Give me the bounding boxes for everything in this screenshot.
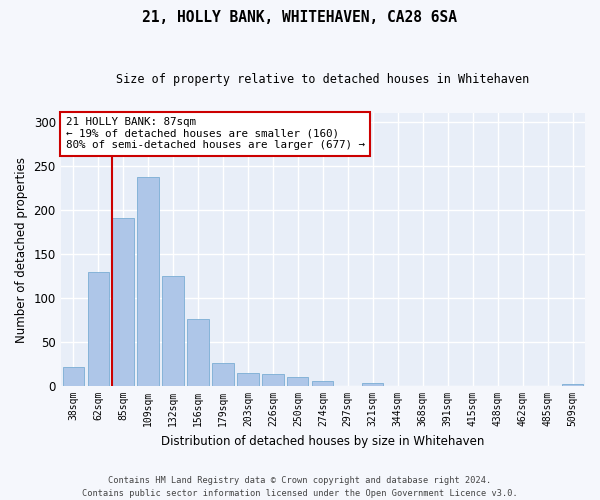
- Title: Size of property relative to detached houses in Whitehaven: Size of property relative to detached ho…: [116, 72, 529, 86]
- Y-axis label: Number of detached properties: Number of detached properties: [15, 156, 28, 342]
- Bar: [262, 374, 284, 386]
- Bar: [62, 366, 84, 386]
- Bar: [238, 373, 259, 386]
- Bar: [312, 381, 334, 386]
- Bar: [88, 272, 109, 386]
- Text: Contains HM Land Registry data © Crown copyright and database right 2024.
Contai: Contains HM Land Registry data © Crown c…: [82, 476, 518, 498]
- Bar: [212, 363, 233, 386]
- Bar: [362, 384, 383, 386]
- Text: 21, HOLLY BANK, WHITEHAVEN, CA28 6SA: 21, HOLLY BANK, WHITEHAVEN, CA28 6SA: [143, 10, 458, 25]
- Bar: [163, 276, 184, 386]
- Bar: [137, 178, 158, 386]
- Text: 21 HOLLY BANK: 87sqm
← 19% of detached houses are smaller (160)
80% of semi-deta: 21 HOLLY BANK: 87sqm ← 19% of detached h…: [66, 117, 365, 150]
- X-axis label: Distribution of detached houses by size in Whitehaven: Distribution of detached houses by size …: [161, 434, 485, 448]
- Bar: [187, 319, 209, 386]
- Bar: [287, 377, 308, 386]
- Bar: [112, 218, 134, 386]
- Bar: [562, 384, 583, 386]
